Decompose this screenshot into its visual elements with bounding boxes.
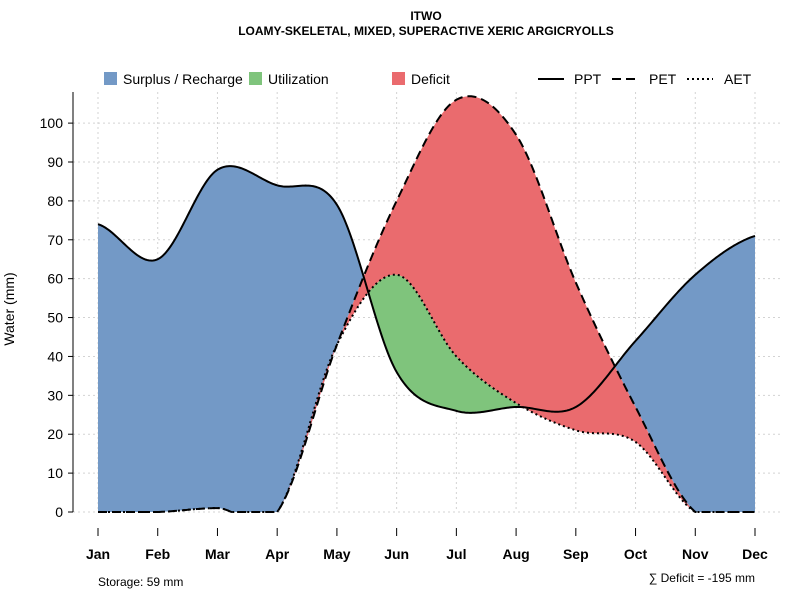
- y-tick-label: 10: [47, 465, 63, 481]
- legend-swatch: [249, 72, 262, 85]
- legend-swatch: [392, 72, 405, 85]
- deficit-sum-note: ∑ Deficit = -195 mm: [649, 571, 755, 585]
- legend-label: Surplus / Recharge: [123, 71, 243, 87]
- y-tick-label: 50: [47, 310, 63, 326]
- x-tick-label: Sep: [563, 546, 589, 562]
- y-tick-label: 70: [47, 232, 63, 248]
- y-tick-label: 20: [47, 426, 63, 442]
- x-tick-label: Aug: [502, 546, 529, 562]
- pet-line: [98, 95, 755, 513]
- series-lines: [97, 95, 756, 513]
- storage-note: Storage: 59 mm: [98, 575, 183, 589]
- x-tick-label: Apr: [265, 546, 290, 562]
- x-tick-label: Jul: [446, 546, 466, 562]
- legend: Surplus / Recharge Utilization Deficit PPT P…: [104, 71, 752, 87]
- y-tick-label: 40: [47, 348, 63, 364]
- surplus-area: [98, 96, 755, 513]
- y-tick-label: 90: [47, 154, 63, 170]
- y-tick-label: 60: [47, 271, 63, 287]
- legend-label: Deficit: [411, 71, 450, 87]
- y-tick-label: 100: [40, 115, 64, 131]
- x-tick-label: Nov: [682, 546, 709, 562]
- axes: 0 10 20 30 40 50 60 70 80 90 100 Jan Feb Mar Apr May Jun…: [40, 92, 768, 562]
- y-tick-label: 0: [55, 504, 63, 520]
- x-tick-label: Oct: [624, 546, 648, 562]
- x-tick-label: Jan: [86, 546, 110, 562]
- y-tick-label: 80: [47, 193, 63, 209]
- chart-subtitle: LOAMY-SKELETAL, MIXED, SUPERACTIVE XERIC…: [238, 24, 614, 38]
- legend-label: AET: [724, 71, 752, 87]
- x-tick-label: May: [323, 546, 350, 562]
- legend-label: Utilization: [268, 71, 329, 87]
- y-tick-label: 30: [47, 387, 63, 403]
- legend-label: PPT: [574, 71, 602, 87]
- areas: [98, 96, 755, 513]
- chart-title: ITWO: [410, 9, 441, 23]
- x-tick-label: Feb: [145, 546, 170, 562]
- ppt-line: [97, 165, 756, 414]
- x-tick-label: Jun: [384, 546, 409, 562]
- x-tick-label: Dec: [742, 546, 768, 562]
- deficit-area: [98, 96, 755, 513]
- utilization-area: [98, 274, 755, 512]
- y-axis-title: Water (mm): [1, 272, 17, 345]
- legend-swatch: [104, 72, 117, 85]
- legend-label: PET: [649, 71, 677, 87]
- x-tick-label: Mar: [205, 546, 230, 562]
